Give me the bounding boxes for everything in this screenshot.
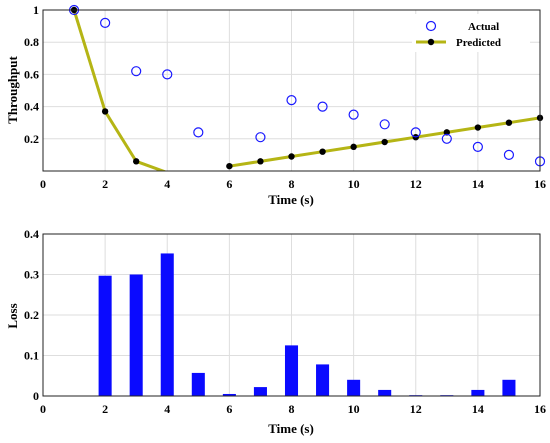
throughput-ytick-label: 1 [33,3,39,17]
actual-point [503,149,515,160]
loss-bar [253,387,267,396]
loss-bar [471,389,485,396]
throughput-xtick-label: 14 [472,177,484,191]
loss-ytick-label: 0.4 [24,227,39,241]
loss-bar [160,253,174,396]
loss-tick-labels: 0 2 4 6 8 10 12 14 16 0 0.1 0.2 0.3 0.4 [24,227,546,416]
loss-bar [347,379,361,396]
loss-bar [222,393,236,396]
throughput-xtick-label: 16 [534,177,546,191]
throughput-xtick-label: 10 [348,177,360,191]
throughput-xtick-label: 4 [164,177,170,191]
loss-bar [129,274,143,396]
throughput-x-axis-label: Time (s) [268,192,314,207]
predicted-line [72,9,168,171]
legend-actual-label: Actual [468,21,499,33]
actual-point [162,69,173,80]
loss-bar [316,364,330,396]
legend-predicted-marker [427,38,435,46]
predicted-point [319,148,326,155]
throughput-axes-frame [42,9,541,172]
actual-point [379,119,390,130]
loss-ytick-label: 0.1 [24,349,39,363]
predicted-point [132,158,140,165]
throughput-xtick-label: 12 [410,177,422,191]
throughput-legend: Actual Predicted [412,14,530,52]
throughput-ytick-label: 0.6 [24,67,39,81]
loss-xtick-label: 0 [40,402,46,416]
throughput-ytick-label: 0.8 [24,35,39,49]
loss-xtick-label: 4 [164,402,170,416]
loss-x-axis-label: Time (s) [268,421,314,436]
predicted-point [101,108,109,115]
legend-actual-marker [425,20,437,32]
actual-point [255,132,266,143]
throughput-ytick-label: 0.4 [24,100,39,114]
actual-point [410,127,421,138]
loss-xtick-label: 6 [226,402,232,416]
actual-point [348,109,359,120]
predicted-point [505,119,513,126]
actual-point [441,133,452,144]
throughput-xtick-label: 8 [289,177,295,191]
throughput-ytick-label: 0.2 [24,132,39,146]
loss-ytick-label: 0.2 [24,308,39,322]
predicted-point [257,158,264,165]
actual-point [131,66,142,77]
loss-bar [502,379,516,396]
loss-xtick-label: 14 [472,402,484,416]
loss-xtick-label: 2 [102,402,108,416]
predicted-point [381,138,388,146]
actual-point [100,17,111,28]
throughput-tick-labels: 0 2 4 6 8 10 12 14 16 0.2 0.4 0.6 0.8 1 [24,3,546,191]
predicted-point [288,153,295,160]
loss-xtick-label: 12 [410,402,422,416]
loss-ytick-label: 0.3 [24,268,39,282]
throughput-xtick-label: 2 [102,177,108,191]
throughput-chart: 0 2 4 6 8 10 12 14 16 0.2 0.4 0.6 0.8 1 Time (s) Thro… [5,3,546,207]
loss-bar [378,389,392,396]
actual-point [317,101,328,112]
legend-predicted-label: Predicted [456,37,501,49]
loss-bar [191,372,205,396]
throughput-y-axis-label: Throughput [5,55,20,123]
loss-chart: 0 2 4 6 8 10 12 14 16 0 0.1 0.2 0.3 0.4 Time (s) Loss [5,227,546,436]
predicted-point [350,143,357,151]
loss-xtick-label: 8 [289,402,295,416]
loss-xtick-label: 16 [534,402,546,416]
throughput-xtick-label: 0 [40,177,46,191]
loss-y-axis-label: Loss [5,303,20,328]
loss-ytick-label: 0 [33,389,39,403]
predicted-point [226,162,233,170]
predicted-point [474,124,482,131]
loss-axes-frame [42,233,541,397]
actual-point [472,141,483,152]
actual-point [286,95,297,106]
throughput-xtick-label: 6 [226,177,232,191]
loss-bar [284,345,299,396]
loss-xtick-label: 10 [348,402,360,416]
actual-point [193,127,204,138]
loss-plot-area [98,253,516,396]
legend-box [412,14,530,52]
throughput-plot-area [68,4,546,171]
loss-bar [98,275,112,396]
